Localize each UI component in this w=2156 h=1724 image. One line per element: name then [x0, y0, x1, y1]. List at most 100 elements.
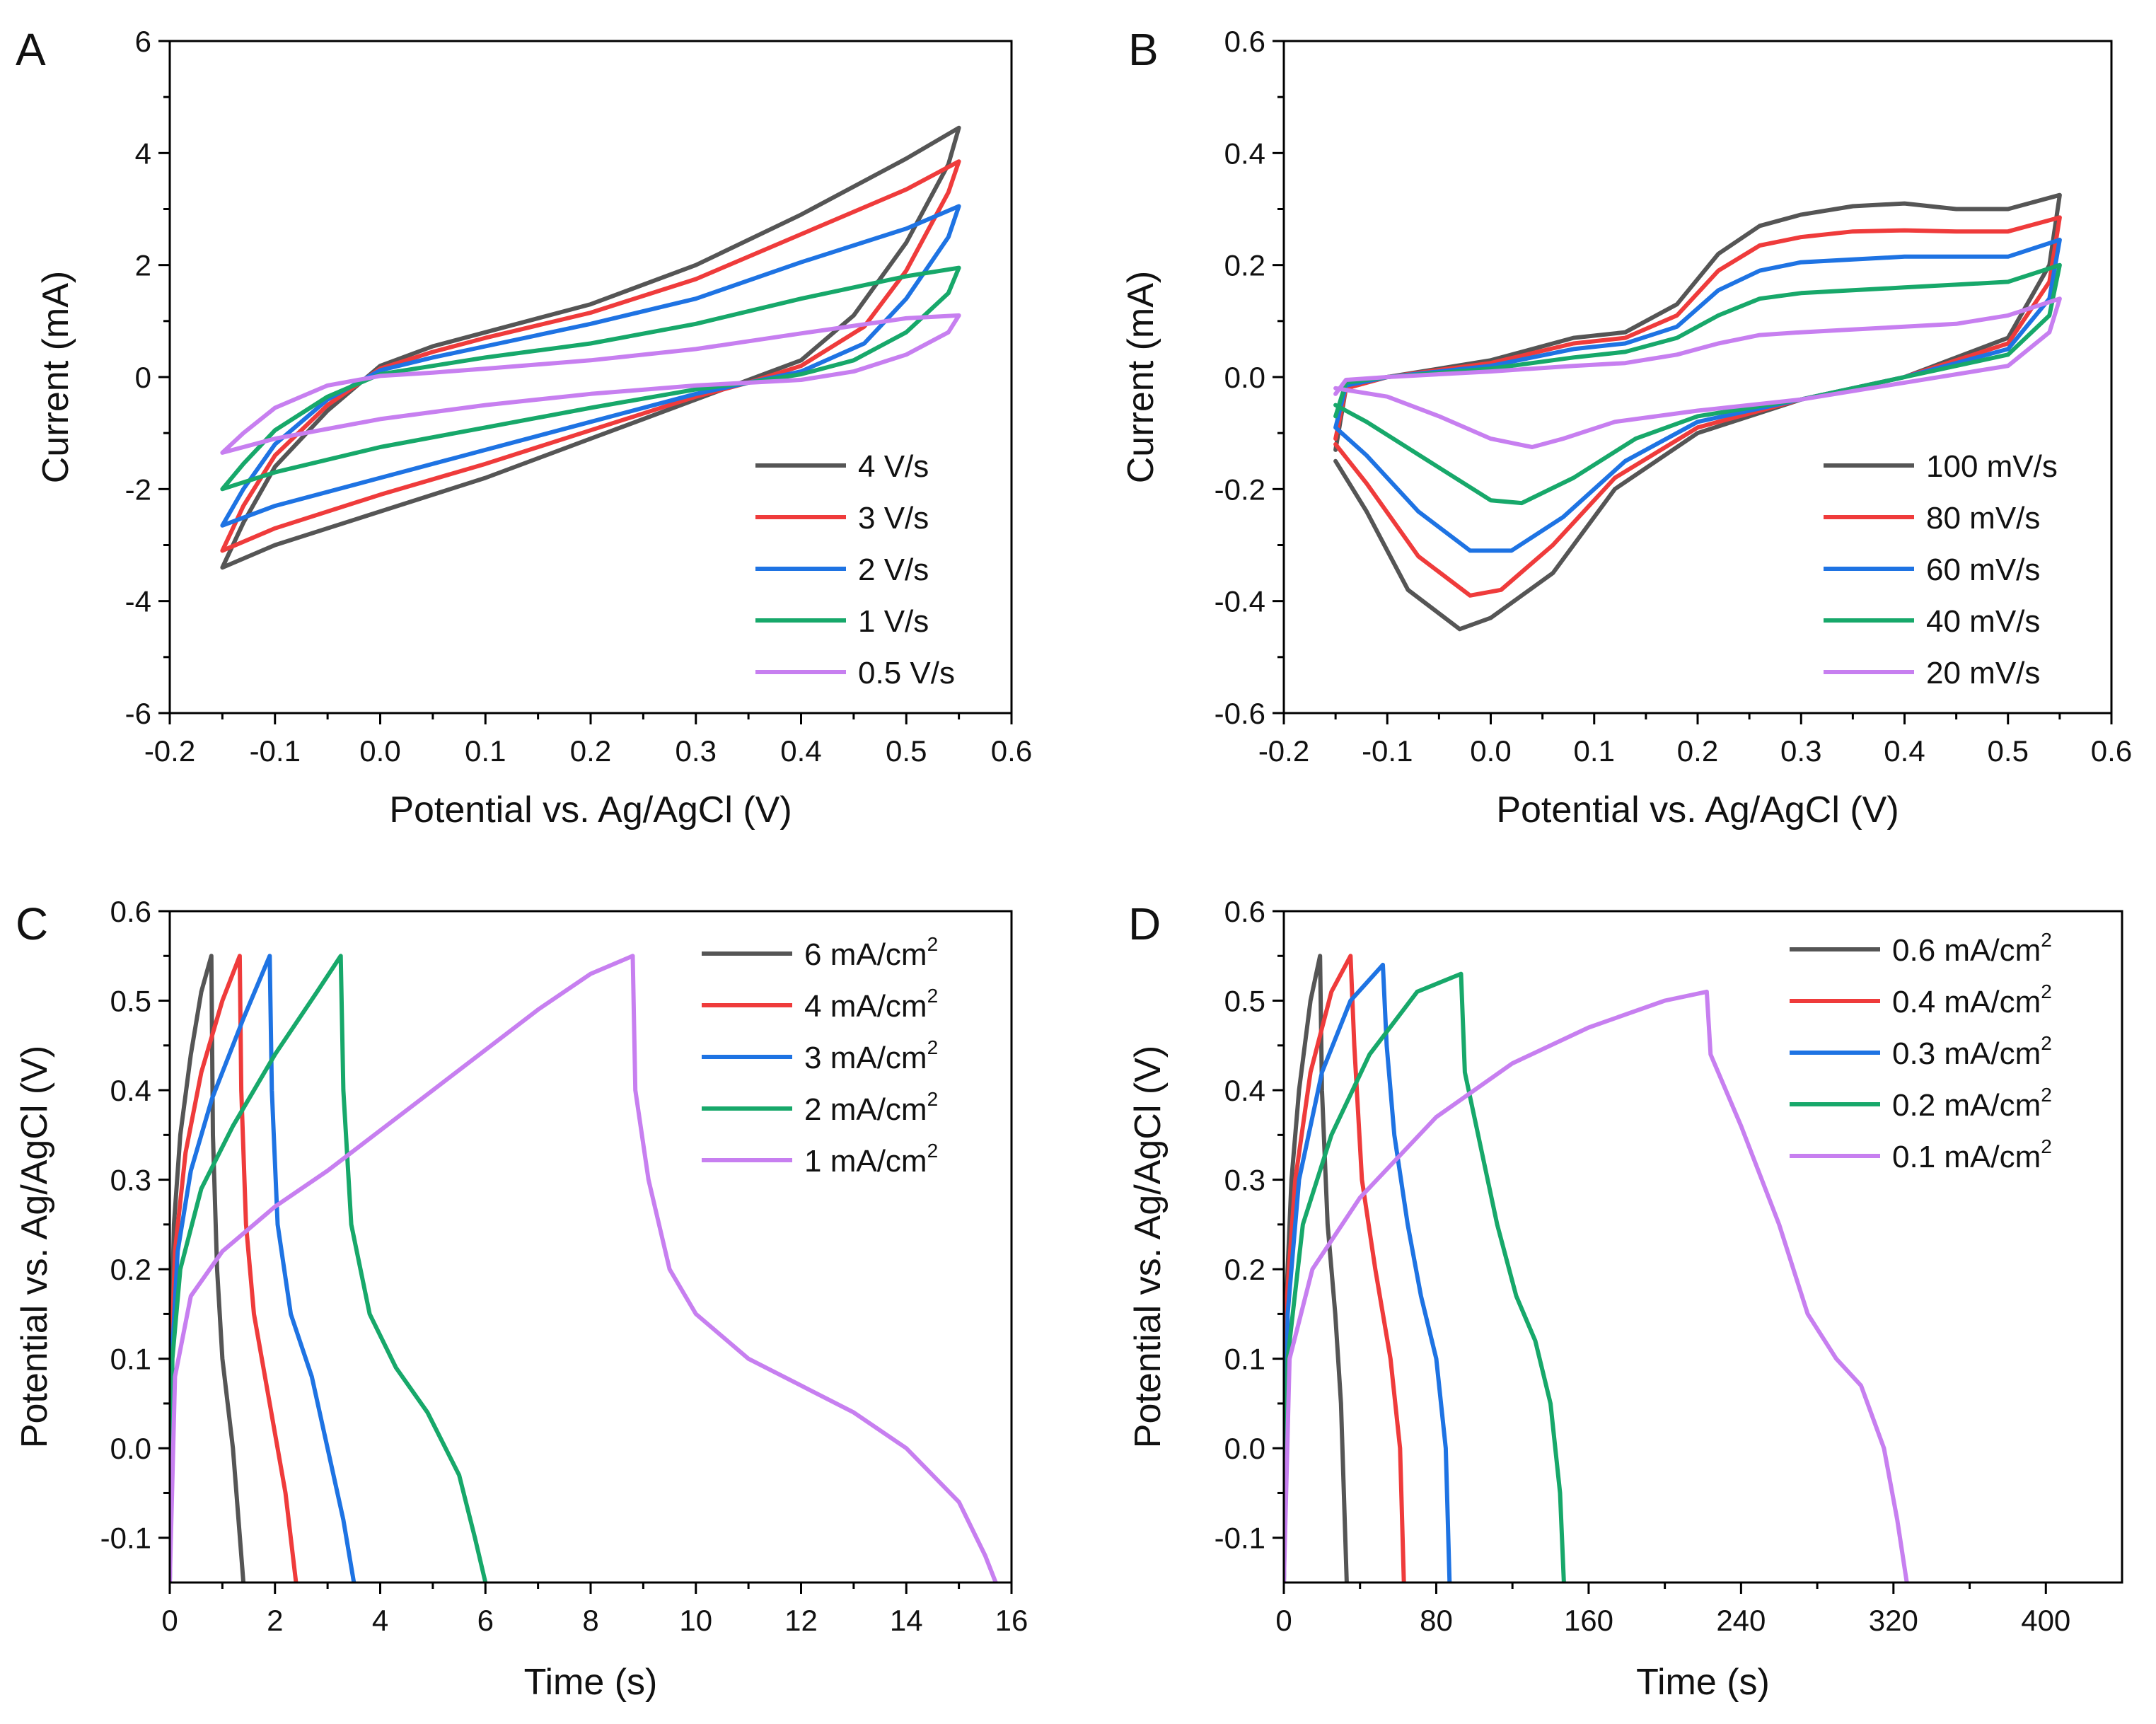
- legend-label: 0.4 mA/cm2: [1892, 980, 2052, 1019]
- x-tick-label: 160: [1564, 1604, 1613, 1637]
- legend-text: 0.1 mA/cm: [1892, 1140, 2041, 1174]
- legend-label: 2 V/s: [858, 553, 929, 587]
- series-line-4: [170, 954, 488, 1583]
- legend-text: 0.4 mA/cm: [1892, 985, 2041, 1019]
- x-tick-label: 12: [784, 1604, 818, 1637]
- series-line-4: [220, 265, 961, 492]
- y-tick-label: 6: [135, 25, 151, 58]
- y-tick-label: 0.3: [110, 1164, 151, 1197]
- legend-text: 80 mV/s: [1926, 501, 2040, 536]
- legend-text: 3 V/s: [858, 501, 929, 536]
- series-line-1: [220, 125, 961, 570]
- legend-label: 2 mA/cm2: [804, 1088, 938, 1127]
- x-tick-label: 0.4: [1884, 734, 1925, 768]
- legend-text: 0.3 mA/cm: [1892, 1036, 2041, 1071]
- y-axis-label: Potential vs. Ag/AgCl (V): [14, 1046, 55, 1448]
- legend-superscript: 2: [2041, 1032, 2052, 1054]
- x-tick-label: 0.6: [991, 734, 1032, 768]
- panel-d: D 0 80 160 240 320 400 -0.1 0.0 0.1 0.2 0.3 0.4 0.5 0.…: [1128, 895, 2123, 1703]
- y-tick-label: 0.4: [1224, 1074, 1265, 1107]
- y-tick-label: 0: [135, 361, 151, 394]
- y-tick-label: 0.2: [110, 1253, 151, 1286]
- legend-text: 6 mA/cm: [804, 937, 927, 972]
- series-line-5: [1333, 296, 2062, 449]
- legend-label: 100 mV/s: [1926, 449, 2058, 484]
- y-axis-label: Current (mA): [1120, 271, 1161, 483]
- legend-label: 4 V/s: [858, 449, 929, 484]
- series-line-4: [1284, 971, 1566, 1583]
- x-tick-label: 0.5: [1988, 734, 2029, 768]
- legend-text: 40 mV/s: [1926, 604, 2040, 639]
- legend-text: 0.6 mA/cm: [1892, 933, 2041, 968]
- series-group: [220, 125, 961, 570]
- x-tick-label: 0.2: [1677, 734, 1718, 768]
- x-axis-label: Potential vs. Ag/AgCl (V): [389, 789, 792, 831]
- series-line-4: [1333, 262, 2062, 506]
- legend-label: 0.6 mA/cm2: [1892, 929, 2052, 968]
- panel-c: C 0 2 4 6 8 10 12 14 16 -0.1 0.0 0.1 0.2 0.3 0.4 0.5 0.6 T…: [14, 895, 1028, 1703]
- x-tick-label: 400: [2021, 1604, 2070, 1637]
- series-group: [1284, 954, 1909, 1583]
- y-tick-label: 0.5: [110, 985, 151, 1018]
- x-tick-label: 0.6: [2091, 734, 2132, 768]
- legend: 4 V/s 3 V/s 2 V/s 1 V/s 0.5 V/s: [755, 449, 955, 690]
- legend-label: 0.5 V/s: [858, 656, 955, 690]
- x-tick-label: 240: [1716, 1604, 1766, 1637]
- y-tick-label: 4: [135, 137, 151, 170]
- series-group: [1333, 192, 2062, 632]
- x-tick-label: -0.2: [144, 734, 195, 768]
- plot-frame: [1282, 910, 2123, 1584]
- legend-label: 60 mV/s: [1926, 553, 2040, 587]
- y-tick-label: -6: [125, 697, 151, 730]
- x-tick-label: -0.1: [250, 734, 301, 768]
- legend-superscript: 2: [927, 1088, 939, 1110]
- legend-text: 0.5 V/s: [858, 656, 955, 690]
- legend-label: 20 mV/s: [1926, 656, 2040, 690]
- legend-superscript: 2: [2041, 1084, 2052, 1106]
- x-tick-label: 0.0: [1470, 734, 1511, 768]
- x-tick-label: -0.1: [1362, 734, 1413, 768]
- legend-text: 1 mA/cm: [804, 1144, 927, 1179]
- y-tick-label: 0.6: [1224, 895, 1265, 928]
- panel-letter: B: [1128, 24, 1159, 75]
- legend-label: 1 mA/cm2: [804, 1140, 938, 1179]
- legend-label: 80 mV/s: [1926, 501, 2040, 536]
- legend-label: 4 mA/cm2: [804, 985, 938, 1024]
- panel-a: A -0.2 -0.1 0.0 0.1 0.2 0.3 0.4 0.5 0.6 -6 -4 -2 0 2 4 6…: [16, 24, 1032, 831]
- y-tick-label: 0.6: [110, 895, 151, 928]
- legend-superscript: 2: [2041, 1135, 2052, 1157]
- y-tick-label: 2: [135, 249, 151, 282]
- y-tick-label: 0.6: [1224, 25, 1265, 58]
- legend-text: 4 V/s: [858, 449, 929, 484]
- x-tick-label: 0.0: [359, 734, 400, 768]
- x-axis-label: Potential vs. Ag/AgCl (V): [1496, 789, 1899, 831]
- x-tick-label: 14: [890, 1604, 923, 1637]
- x-tick-label: -0.2: [1258, 734, 1309, 768]
- legend-text: 1 V/s: [858, 604, 929, 639]
- x-tick-label: 16: [995, 1604, 1028, 1637]
- x-tick-label: 0.3: [1780, 734, 1821, 768]
- x-tick-label: 320: [1869, 1604, 1918, 1637]
- y-tick-label: 0.4: [1224, 137, 1265, 170]
- y-tick-label: -0.1: [100, 1522, 151, 1555]
- y-tick-label: -0.2: [1215, 473, 1265, 506]
- legend-superscript: 2: [2041, 929, 2052, 951]
- legend-label: 40 mV/s: [1926, 604, 2040, 639]
- y-tick-label: 0.0: [110, 1432, 151, 1465]
- legend-text: 3 mA/cm: [804, 1041, 927, 1075]
- panel-letter: D: [1128, 898, 1161, 949]
- x-tick-label: 8: [582, 1604, 598, 1637]
- series-line-3: [170, 954, 357, 1583]
- legend-label: 1 V/s: [858, 604, 929, 639]
- panel-letter: C: [16, 898, 48, 949]
- legend-superscript: 2: [927, 1036, 939, 1058]
- y-axis-label: Current (mA): [35, 271, 76, 483]
- x-tick-label: 0.2: [570, 734, 611, 768]
- y-tick-label: 0.2: [1224, 1253, 1265, 1286]
- legend-label: 0.2 mA/cm2: [1892, 1084, 2052, 1123]
- y-tick-label: 0.0: [1224, 1432, 1265, 1465]
- y-tick-label: 0.5: [1224, 985, 1265, 1018]
- x-tick-label: 0: [161, 1604, 178, 1637]
